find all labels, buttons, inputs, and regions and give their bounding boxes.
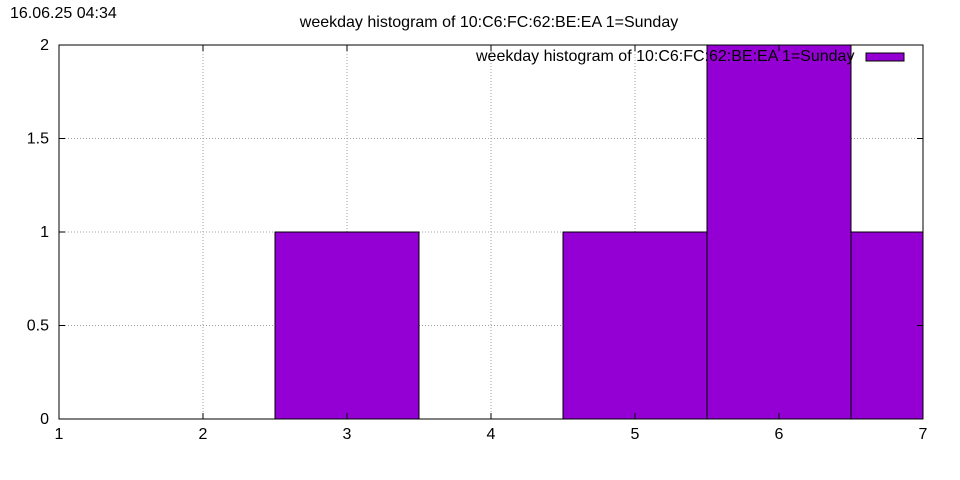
- y-tick-label: 1: [40, 224, 49, 241]
- histogram-bar: [706, 44, 852, 420]
- chart-title: weekday histogram of 10:C6:FC:62:BE:EA 1…: [299, 14, 678, 31]
- legend: weekday histogram of 10:C6:FC:62:BE:EA 1…: [475, 48, 905, 65]
- legend-label: weekday histogram of 10:C6:FC:62:BE:EA 1…: [475, 48, 854, 65]
- x-tick-label: 6: [775, 426, 784, 443]
- bars: [274, 44, 924, 420]
- x-tick-label: 1: [55, 426, 64, 443]
- histogram-bar: [274, 231, 420, 420]
- x-tick-label: 5: [631, 426, 640, 443]
- plot-border: [58, 44, 924, 420]
- x-tick-label: 4: [487, 426, 496, 443]
- histogram-bar: [850, 231, 924, 420]
- x-tick-label: 3: [343, 426, 352, 443]
- y-tick-label: 1.5: [27, 131, 49, 148]
- timestamp-label: 16.06.25 04:34: [10, 5, 117, 22]
- tick-labels: 1 2 3 4 5 6 7 0 0.5 1 1.5 2: [27, 37, 928, 443]
- legend-swatch: [865, 52, 905, 62]
- x-tick-label: 7: [919, 426, 928, 443]
- y-tick-label: 0: [40, 411, 49, 428]
- x-tick-label: 2: [199, 426, 208, 443]
- y-tick-label: 2: [40, 37, 49, 54]
- y-tick-label: 0.5: [27, 318, 49, 335]
- histogram-bar: [562, 231, 708, 420]
